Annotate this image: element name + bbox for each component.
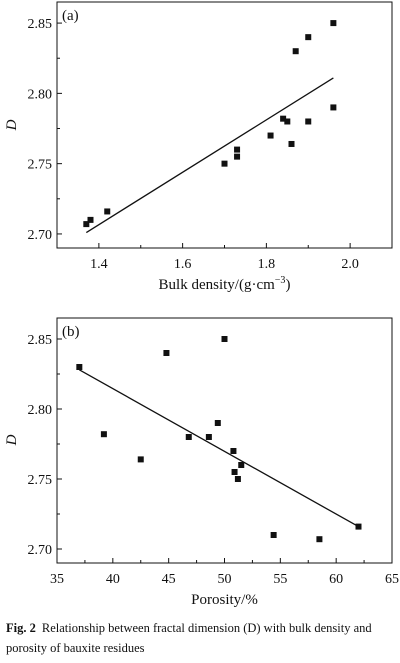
data-point — [221, 336, 228, 342]
x-tick-label: 1.4 — [90, 257, 108, 272]
fit-line — [85, 77, 334, 234]
x-axis-label-close: ) — [285, 277, 290, 293]
x-tick-label: 2.0 — [341, 257, 359, 272]
x-tick-label: 65 — [385, 572, 399, 587]
data-point — [221, 160, 228, 167]
data-point — [137, 456, 144, 463]
y-axis-label: D — [4, 434, 20, 446]
x-axis-label-superscript: −3 — [275, 275, 286, 286]
fit-line — [79, 369, 359, 528]
data-point — [280, 115, 287, 122]
x-tick-label: 40 — [106, 572, 120, 587]
data-point — [163, 350, 170, 356]
data-point — [231, 469, 238, 475]
data-point — [355, 523, 362, 530]
chart-panel-b: (b) 35 40 45 50 55 60 65 2.70 2.75 2.80 2.85 Porosit… — [4, 317, 399, 608]
figure-caption: Fig. 2 Relationship between fractal dimen… — [6, 618, 394, 658]
y-tick-label: 2.75 — [28, 158, 53, 173]
data-point — [267, 132, 274, 139]
data-point — [234, 146, 241, 153]
y-tick-label: 2.70 — [28, 543, 53, 558]
x-tick-label: 55 — [273, 572, 287, 587]
data-point — [87, 216, 94, 223]
panel-label: (a) — [62, 8, 79, 24]
data-point — [205, 434, 212, 440]
y-tick-label: 2.80 — [28, 87, 53, 102]
data-point — [76, 364, 83, 370]
y-axis-label: D — [4, 119, 20, 131]
panel-label: (b) — [62, 324, 80, 340]
data-point — [83, 221, 90, 228]
caption-text: Relationship between fractal dimension (… — [6, 621, 372, 655]
data-point — [238, 462, 245, 468]
x-tick-label: 50 — [218, 572, 232, 587]
data-point — [214, 420, 221, 426]
data-point — [234, 153, 241, 160]
x-axis-label: Porosity/% — [191, 592, 258, 608]
data-point — [305, 118, 312, 125]
y-tick-label: 2.85 — [28, 17, 53, 32]
data-point — [330, 104, 337, 111]
x-tick-label: 60 — [329, 572, 343, 587]
data-point — [104, 208, 111, 215]
x-axis-label: Bulk density/(g·cm−3) — [159, 275, 291, 293]
y-tick-label: 2.80 — [28, 403, 53, 418]
y-tick-label: 2.85 — [28, 333, 53, 348]
data-point — [185, 434, 192, 440]
data-point — [292, 48, 299, 55]
x-tick-label: 35 — [50, 572, 64, 587]
y-tick-label: 2.75 — [28, 473, 53, 488]
data-point — [288, 140, 295, 147]
data-point — [234, 476, 241, 482]
data-point — [316, 536, 323, 543]
data-point — [305, 34, 312, 41]
x-tick-label: 45 — [162, 572, 176, 587]
x-tick-label: 1.6 — [174, 257, 192, 272]
x-tick-label: 1.8 — [258, 257, 276, 272]
caption-label: Fig. 2 — [6, 621, 36, 635]
data-point — [100, 431, 107, 438]
chart-panel-a: (a) 1.4 1.6 1.8 2.0 2.70 2.75 2.80 2.85 Bulk dens… — [4, 1, 393, 293]
plot-frame — [56, 317, 393, 564]
data-point — [270, 532, 277, 538]
data-point — [230, 448, 237, 454]
data-point — [284, 118, 291, 125]
y-tick-label: 2.70 — [28, 228, 53, 243]
data-point — [330, 20, 337, 27]
